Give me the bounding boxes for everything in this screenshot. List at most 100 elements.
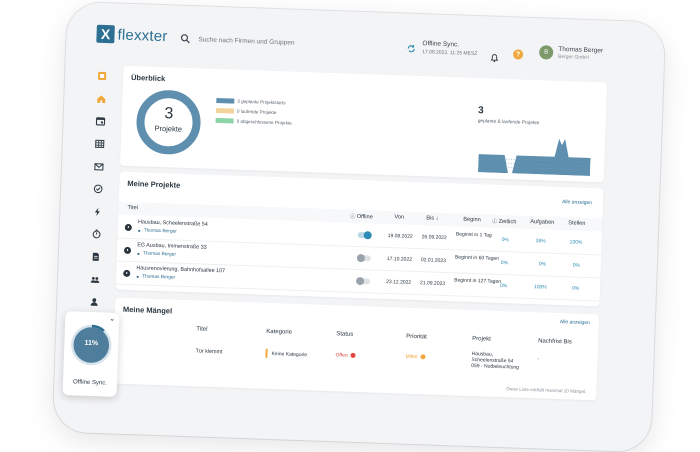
project-from: 23.12.2022 [386,279,411,286]
col-start[interactable]: Beginn [463,217,481,224]
toggle-knob [364,231,372,239]
legend-label: 3 geplante Projektstarts [237,98,285,105]
bell-icon [490,52,499,62]
offline-toggle[interactable] [358,232,372,238]
app-logo[interactable]: X flexxter [96,25,168,45]
col-from[interactable]: Von [394,214,404,220]
sidebar-item-groups[interactable] [80,268,111,292]
user-menu[interactable]: B Thomas Berger Berger GmbH [539,45,603,61]
logo-mark: X [96,25,115,44]
logo-text: flexxter [117,26,168,45]
project-user[interactable]: Thomas Berger [142,274,175,280]
sidebar-item-dashboard[interactable] [87,64,118,88]
col-defect-title[interactable]: Titel [196,326,207,332]
sidebar-item-tasks[interactable] [83,177,114,201]
sidebar-item-calendar[interactable] [85,110,116,134]
search-icon [180,34,190,44]
search-bar[interactable] [180,34,348,50]
defects-card: Meine Mängel Alle anzeigen Titel Kategor… [112,298,599,401]
col-deadline[interactable]: Nachfrist Bis [538,338,572,345]
sidebar-item-profile[interactable] [79,290,110,314]
project-user[interactable]: Thomas Berger [144,228,177,234]
overview-title: Überblick [131,73,165,83]
col-status[interactable]: Status [336,331,353,338]
legend-label: 0 laufende Projekte [237,108,277,114]
avatar: B [539,45,553,59]
project-user[interactable]: Thomas Berger [143,251,176,257]
active-projects-caption: geplante & laufende Projekte [478,119,540,126]
projects-show-all-link[interactable]: Alle anzeigen [562,199,592,206]
person-icon: ● [138,228,141,234]
sidebar-item-table[interactable] [84,132,115,156]
sync-status[interactable]: Offline Sync. 17.08.2022, 11:25 MESZ [406,40,478,57]
projects-title: Meine Projekte [127,179,180,190]
bolt-icon [92,207,102,217]
defects-show-all-link[interactable]: Alle anzeigen [560,319,590,326]
table-icon [95,139,105,149]
sidebar-item-documents[interactable] [80,245,111,269]
col-offline-label: Offline [357,214,373,221]
col-tasks[interactable]: Aufgaben [530,219,554,226]
user-company: Berger GmbH [558,54,603,62]
col-category[interactable]: Kategorie [266,329,292,336]
project-title[interactable]: Hausrenovierung, Bahnhofsallee 107 [136,265,225,274]
sidebar-item-energy[interactable] [82,200,113,224]
sidebar-item-mail[interactable] [84,155,115,179]
defects-title: Meine Mängel [123,305,172,316]
timer-icon [91,229,101,239]
col-to[interactable]: Bis ↓ [426,215,438,221]
search-input[interactable] [198,36,348,48]
overview-legend: 3 geplante Projektstarts 0 laufende Proj… [215,95,292,128]
defect-project[interactable]: Hausbau, Scheelenstraße 54 059 - Notbele… [471,351,519,371]
help-button[interactable]: ? [513,49,523,59]
sync-title: Offline Sync. [422,40,477,49]
toggle-knob [356,277,364,285]
project-from: 19.08.2022 [388,233,413,240]
col-time[interactable]: ⓘ Zeitlich [492,218,516,226]
project-tasks: 100% [534,284,547,290]
sync-label: Offline Sync. [63,379,117,387]
defect-category: Keine Kategorie [271,351,307,358]
defect-title[interactable]: Tür klemmt [195,348,222,355]
donut-count: 3 [136,104,203,124]
sidebar-item-home[interactable] [86,87,117,111]
project-line: 059 - Notbeleuchtung [471,363,519,371]
defect-deadline: - [537,356,539,362]
active-projects-count: 3 [478,105,484,116]
category-bar [265,349,267,358]
project-start: Beginnt in 127 Tagen [454,277,490,285]
col-places[interactable]: Stellen [568,220,585,227]
legend-swatch [216,117,234,123]
project-start: Beginnt in 1 Tag [456,231,492,239]
col-time-label: Zeitlich [499,219,517,226]
defect-status: Offen [335,352,355,359]
offline-toggle[interactable] [357,255,371,261]
offline-toggle[interactable] [356,278,370,284]
notification-button[interactable] [490,49,500,67]
legend-label: 0 abgeschlossene Projekte [237,118,292,125]
project-tasks: 26% [536,238,546,244]
tablet-frame: X flexxter Offline Sync. 17.08.2022, 11:… [53,2,666,452]
person-icon [89,297,99,307]
legend-item-finished: 0 abgeschlossene Projekte [215,115,291,128]
clock-icon [125,224,132,231]
defect-priority: Mittel [405,354,425,361]
sort-arrow-icon: ↓ [434,216,439,222]
project-time: 0% [502,237,509,243]
col-project[interactable]: Projekt [472,336,491,343]
project-to: 26.09.2022 [422,234,447,241]
project-places: 0% [572,285,579,291]
sidebar-item-timer[interactable] [81,222,112,246]
clock-icon [123,270,130,277]
group-icon [90,274,100,284]
project-title[interactable]: Hausbau, Scheelenstraße 54 [138,219,208,227]
project-title[interactable]: EG Ausbau, Immenstraße 33 [137,242,207,250]
offline-sync-widget[interactable]: ⌄ 11% Offline Sync. [63,311,120,397]
sync-time: 17.08.2022, 11:25 MESZ [422,49,477,57]
col-offline[interactable]: ⓘ Offline [350,213,373,221]
col-title[interactable]: Titel [127,205,138,211]
check-circle-icon [93,184,103,194]
project-to: 21.09.2023 [420,280,445,287]
col-priority[interactable]: Priorität [406,334,427,341]
chevron-down-icon[interactable]: ⌄ [109,315,115,323]
